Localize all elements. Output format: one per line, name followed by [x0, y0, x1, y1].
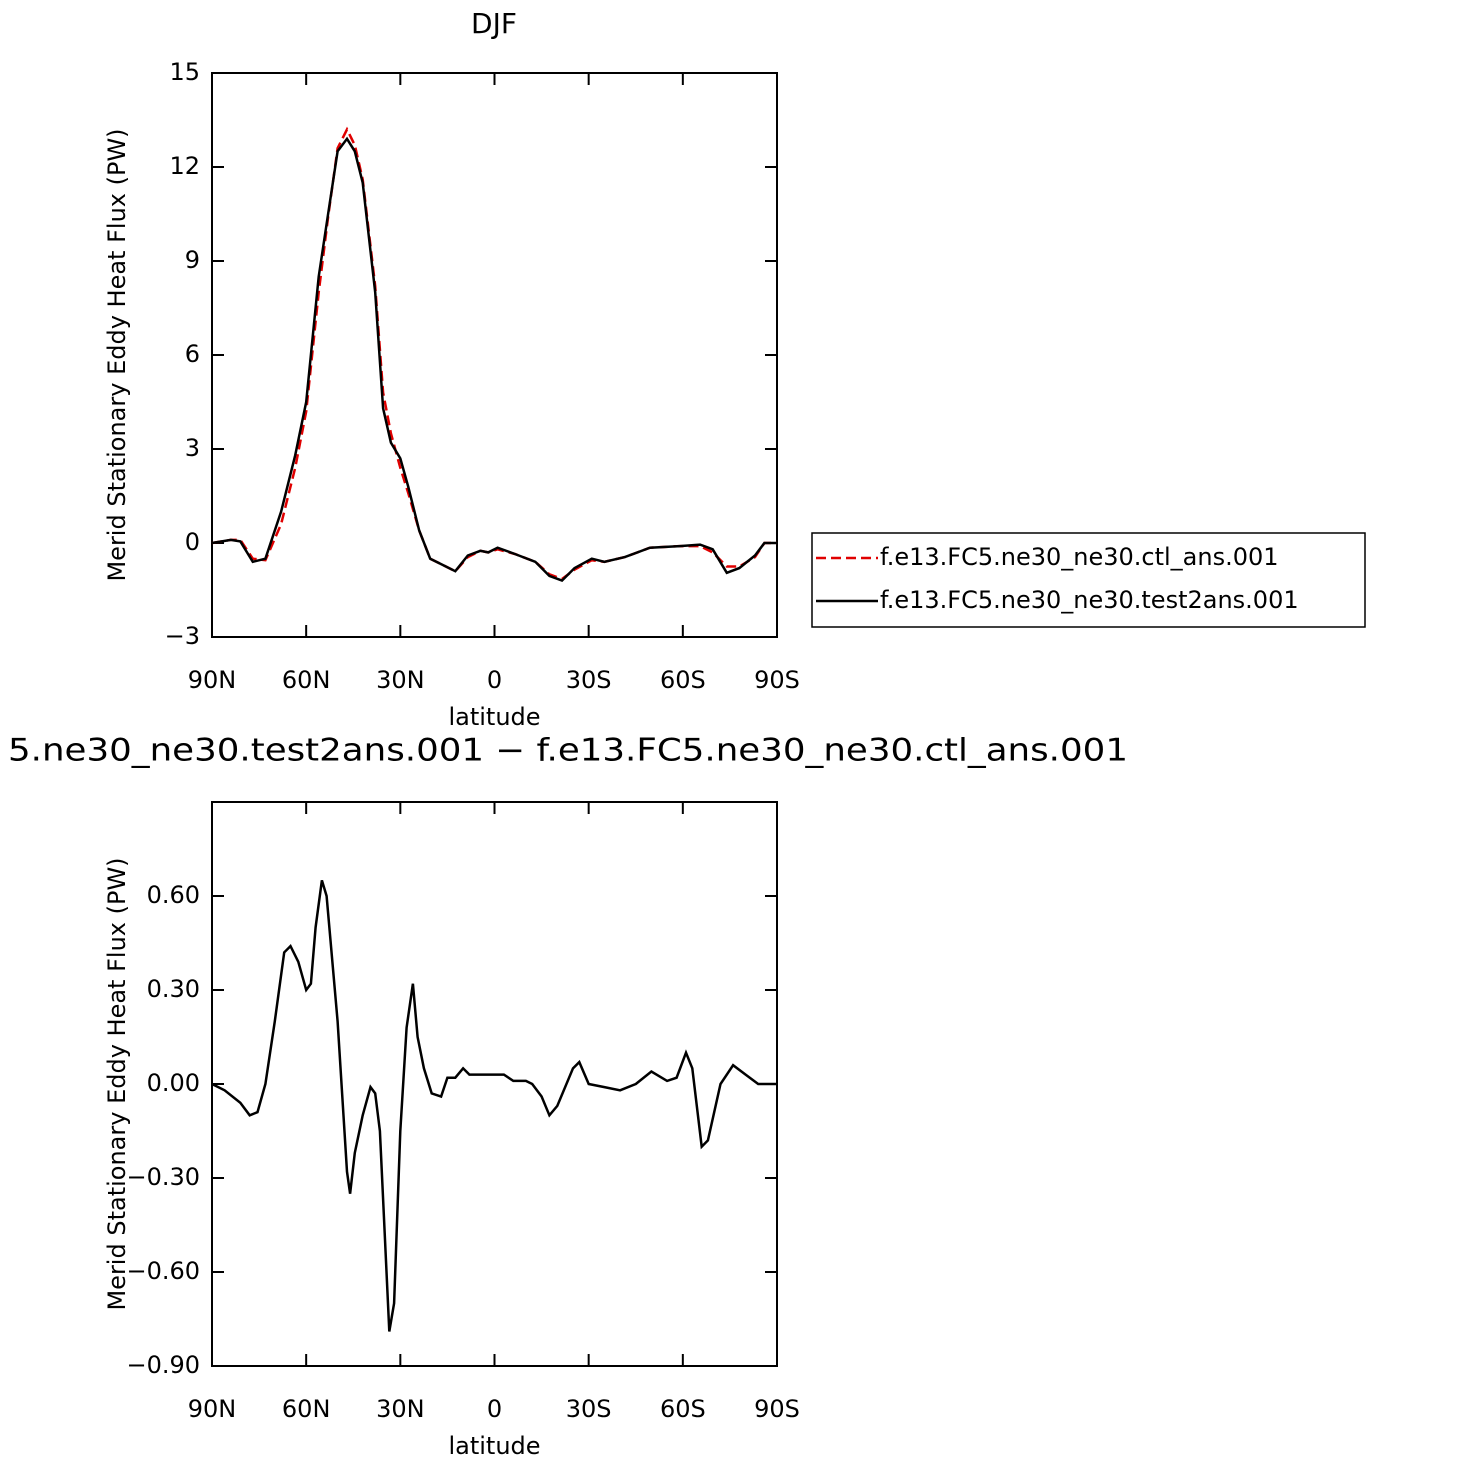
y-tick-label: 12: [169, 152, 200, 180]
legend-label: f.e13.FC5.ne30_ne30.test2ans.001: [880, 586, 1299, 614]
y-tick-label: −0.90: [126, 1351, 200, 1379]
y-tick-label: 0.30: [147, 975, 200, 1003]
y-tick-label: −3: [165, 622, 200, 650]
series-line: [211, 879, 777, 1332]
plot-frame: [211, 801, 778, 1367]
x-tick-label: 0: [487, 1395, 502, 1423]
x-tick-label: 30N: [376, 1395, 425, 1423]
x-tick-label: 60N: [282, 666, 331, 694]
x-tick-label: 60S: [660, 666, 706, 694]
x-tick-label: 30S: [566, 1395, 612, 1423]
series-line: [211, 126, 777, 581]
x-tick-label: 30S: [566, 666, 612, 694]
plot-frame: [211, 72, 778, 638]
y-tick-label: −0.60: [126, 1257, 200, 1285]
y-tick-label: 15: [169, 58, 200, 86]
y-axis-label: Merid Stationary Eddy Heat Flux (PW): [103, 128, 131, 581]
y-tick-label: 9: [185, 246, 200, 274]
x-tick-label: 90S: [754, 1395, 800, 1423]
x-tick-label: 60S: [660, 1395, 706, 1423]
y-tick-label: 0: [185, 528, 200, 556]
y-tick-label: 3: [185, 434, 200, 462]
x-tick-label: 90N: [188, 1395, 237, 1423]
legend-box: [811, 532, 1366, 628]
y-axis-label: Merid Stationary Eddy Heat Flux (PW): [103, 857, 131, 1310]
series-line: [211, 136, 777, 583]
x-axis-label: latitude: [448, 1432, 540, 1460]
legend-label: f.e13.FC5.ne30_ne30.ctl_ans.001: [880, 543, 1279, 571]
chart-title: 5.ne30_ne30.test2ans.001 − f.e13.FC5.ne3…: [8, 733, 1128, 769]
x-tick-label: 30N: [376, 666, 425, 694]
x-tick-label: 0: [487, 666, 502, 694]
chart-title: DJF: [471, 7, 517, 40]
y-tick-label: −0.30: [126, 1163, 200, 1191]
x-tick-label: 60N: [282, 1395, 331, 1423]
y-tick-label: 0.60: [147, 881, 200, 909]
x-tick-label: 90S: [754, 666, 800, 694]
y-tick-label: 6: [185, 340, 200, 368]
x-tick-label: 90N: [188, 666, 237, 694]
y-tick-label: 0.00: [147, 1069, 200, 1097]
x-axis-label: latitude: [448, 703, 540, 731]
